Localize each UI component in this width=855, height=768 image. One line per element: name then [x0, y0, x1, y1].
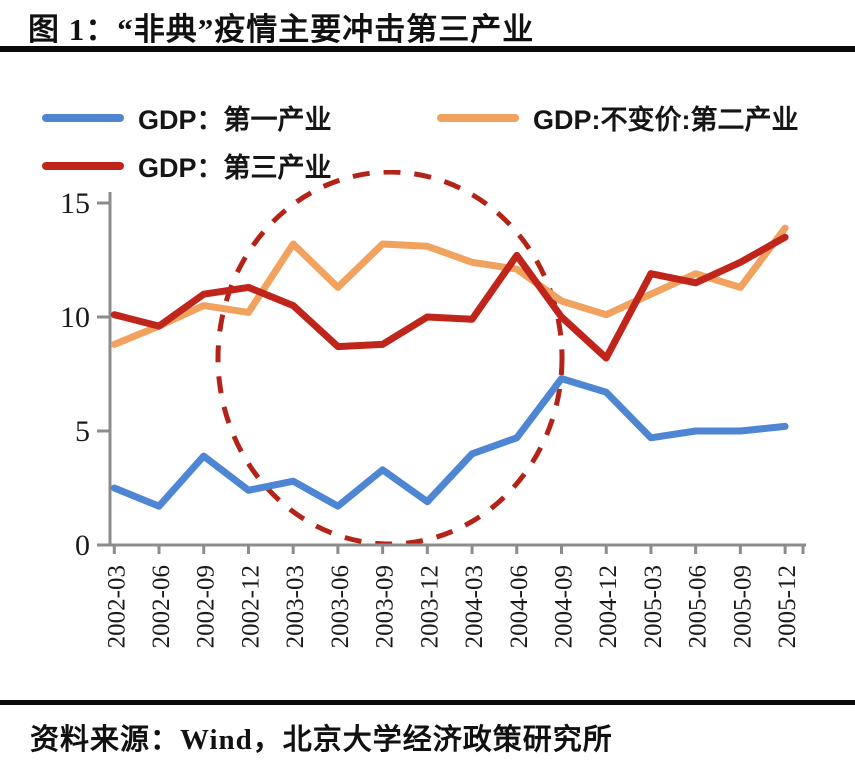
- x-tick-label: 2005-06: [685, 565, 712, 648]
- legend-row-1: GDP：第一产业 GDP:不变价:第二产业: [0, 98, 855, 135]
- legend-label-primary: GDP：第一产业: [138, 105, 332, 135]
- y-tick-label: 5: [75, 415, 90, 448]
- legend-swatch-secondary: [437, 113, 519, 122]
- x-tick-label: 2004-12: [595, 565, 622, 648]
- legend-item-primary-industry: GDP：第一产业: [42, 98, 332, 137]
- x-tick-label: 2002-12: [237, 565, 264, 648]
- y-tick-label: 10: [60, 301, 90, 334]
- bottom-divider: [0, 700, 855, 705]
- y-tick-label: 15: [60, 187, 90, 220]
- x-tick-label: 2003-03: [282, 565, 309, 648]
- chart-title: 图 1：“非典”疫情主要冲击第三产业: [28, 12, 535, 47]
- y-tick-label: 0: [75, 529, 90, 562]
- x-tick-label: 2003-09: [372, 565, 399, 648]
- series-line-primary-industry: [110, 375, 789, 510]
- x-tick-label: 2005-12: [774, 565, 801, 648]
- x-tick-label: 2004-03: [461, 565, 488, 648]
- x-tick-label: 2005-03: [640, 565, 667, 648]
- x-tick-label: 2002-03: [103, 565, 130, 648]
- series-line-secondary-industry: [110, 224, 789, 348]
- legend-swatch-tertiary: [42, 161, 124, 170]
- legend-item-tertiary-industry: GDP：第三产业: [42, 146, 332, 185]
- x-tick-label: 2004-06: [506, 565, 533, 648]
- x-tick-label: 2005-09: [729, 565, 756, 648]
- x-tick-label: 2002-09: [193, 565, 220, 648]
- legend-item-secondary-industry: GDP:不变价:第二产业: [437, 98, 799, 137]
- x-tick-label: 2004-09: [551, 565, 578, 648]
- series-line-tertiary-industry: [110, 233, 789, 362]
- legend-row-2: GDP：第三产业: [0, 146, 855, 183]
- x-tick-label: 2003-06: [327, 565, 354, 648]
- source-note: 资料来源：Wind，北京大学经济政策研究所: [30, 724, 613, 756]
- x-tick-label: 2003-12: [416, 565, 443, 648]
- chart-svg: 0 5 10 15 2002-03 2002-06 2002-09 2002-12 2003-0…: [60, 170, 806, 648]
- title-underline: [0, 46, 855, 52]
- x-tick-label: 2002-06: [148, 565, 175, 648]
- legend-label-secondary: GDP:不变价:第二产业: [533, 105, 799, 135]
- legend-swatch-primary: [42, 113, 124, 122]
- legend-label-tertiary: GDP：第三产业: [138, 153, 332, 183]
- axes: [108, 192, 806, 547]
